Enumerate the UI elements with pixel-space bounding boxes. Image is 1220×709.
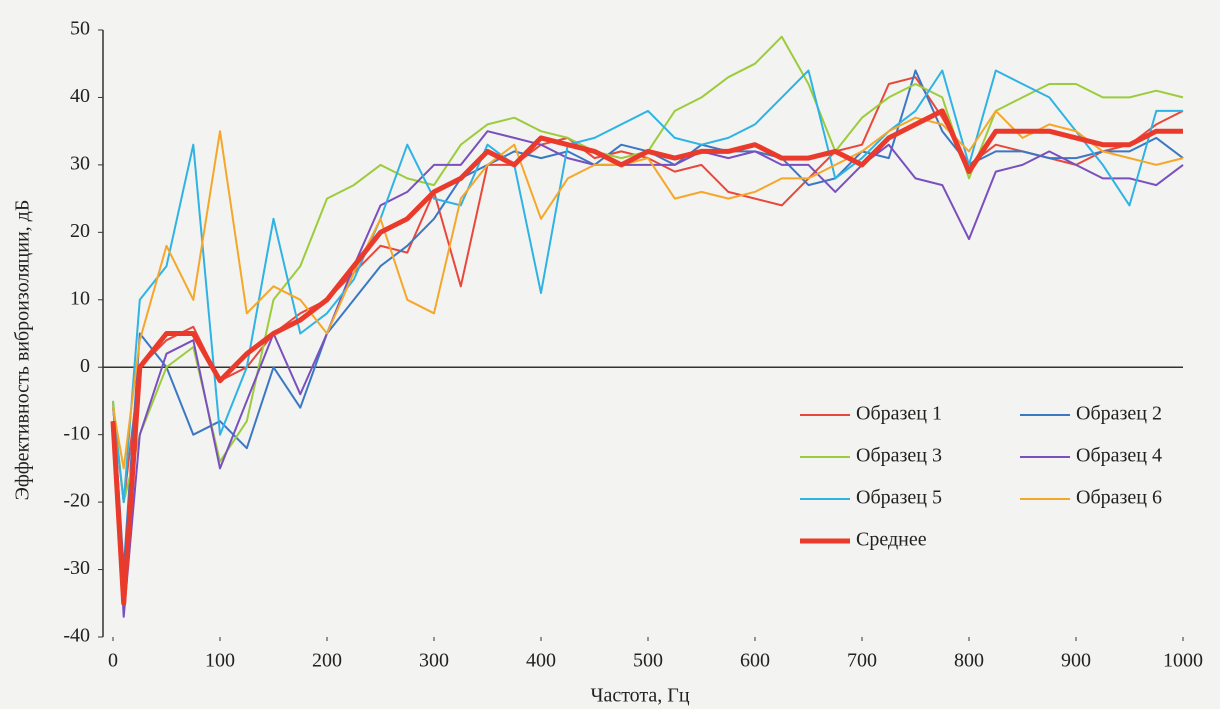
x-tick-label: 200: [312, 650, 342, 672]
x-axis-label: Частота, Гц: [590, 685, 689, 707]
legend-label: Образец 6: [1076, 487, 1162, 509]
y-tick-label: 20: [70, 220, 90, 242]
x-tick-label: 800: [954, 650, 984, 672]
series-line: [112, 69, 1184, 571]
x-tick-label: 500: [633, 650, 663, 672]
legend-label: Образец 4: [1076, 445, 1162, 467]
y-tick-label: 0: [80, 355, 90, 377]
y-tick-label: 40: [70, 85, 90, 107]
x-tick-label: 0: [108, 650, 118, 672]
legend-label: Среднее: [856, 529, 927, 551]
series-line: [110, 108, 1183, 606]
series-line: [112, 76, 1184, 504]
series-line: [112, 109, 1184, 470]
y-tick-label: 30: [70, 152, 90, 174]
y-tick-label: -30: [63, 557, 90, 579]
y-tick-label: -20: [63, 490, 90, 512]
legend-label: Образец 3: [856, 445, 942, 467]
x-tick-label: 1000: [1163, 650, 1203, 672]
series-line: [112, 35, 1184, 504]
y-tick-label: 50: [70, 18, 90, 40]
y-tick-label: 10: [70, 287, 90, 309]
x-tick-label: 100: [205, 650, 235, 672]
x-tick-label: 600: [740, 650, 770, 672]
x-tick-label: 900: [1061, 650, 1091, 672]
x-tick-label: 300: [419, 650, 449, 672]
x-tick-label: 400: [526, 650, 556, 672]
legend-label: Образец 1: [856, 403, 942, 425]
legend-label: Образец 5: [856, 487, 942, 509]
series-line: [112, 69, 1183, 504]
series-line: [112, 130, 1184, 618]
y-tick-label: -40: [63, 625, 90, 647]
legend-label: Образец 2: [1076, 403, 1162, 425]
y-tick-label: -10: [63, 422, 90, 444]
y-axis-label: Эффективность виброизоляции, дБ: [12, 200, 34, 501]
x-tick-label: 700: [847, 650, 877, 672]
